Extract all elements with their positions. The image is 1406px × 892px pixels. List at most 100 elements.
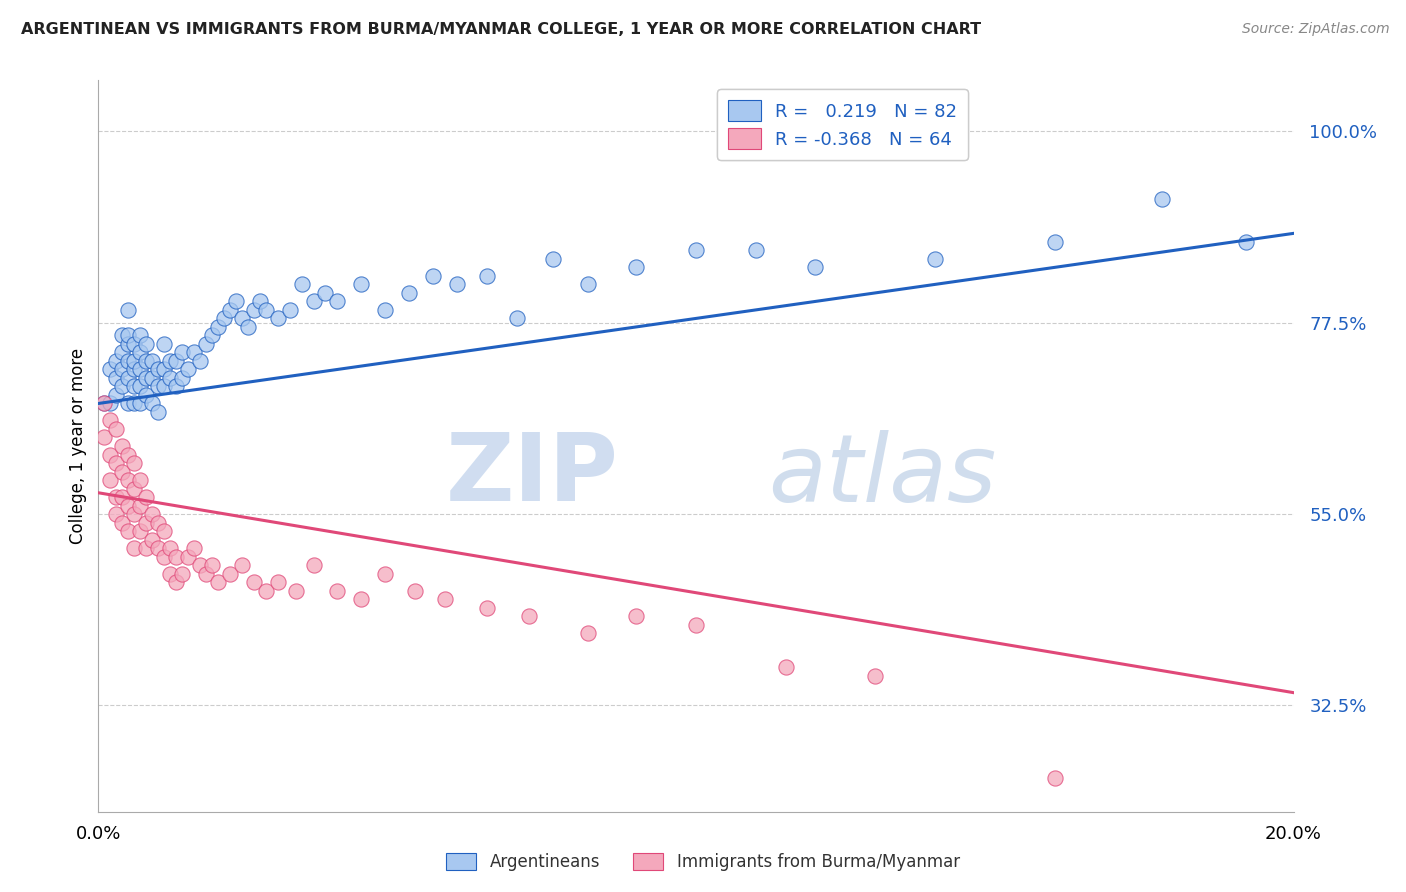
Point [105, 507, 128, 521]
Point [172, 345, 194, 359]
Point [243, 302, 266, 317]
Point [124, 507, 146, 521]
Point [159, 354, 181, 368]
Point [177, 362, 200, 376]
Point [254, 583, 277, 598]
Point [207, 320, 229, 334]
Point [1043, 771, 1066, 785]
Text: atlas: atlas [768, 430, 995, 521]
Point [93, 430, 115, 444]
Point [153, 337, 176, 351]
Point [315, 285, 337, 300]
Legend: R =   0.219   N = 82, R = -0.368   N = 64: R = 0.219 N = 82, R = -0.368 N = 64 [717, 89, 967, 160]
Point [124, 396, 146, 410]
Point [374, 302, 396, 317]
Point [578, 277, 600, 292]
Point [153, 379, 176, 393]
Point [117, 328, 139, 343]
Point [172, 566, 194, 581]
Point [219, 566, 242, 581]
Point [105, 371, 128, 385]
Point [326, 583, 349, 598]
Point [159, 371, 181, 385]
Point [188, 558, 211, 572]
Point [117, 371, 139, 385]
Point [129, 362, 152, 376]
Point [111, 439, 134, 453]
Point [326, 294, 349, 309]
Point [1043, 235, 1066, 249]
Point [135, 490, 157, 504]
Point [231, 558, 253, 572]
Point [1152, 192, 1174, 206]
Point [141, 396, 163, 410]
Point [153, 362, 176, 376]
Point [1234, 235, 1257, 249]
Point [302, 558, 325, 572]
Point [475, 268, 498, 283]
Point [98, 362, 122, 376]
Point [124, 379, 146, 393]
Point [129, 473, 152, 487]
Point [254, 302, 277, 317]
Point [626, 609, 648, 624]
Point [111, 379, 134, 393]
Point [236, 320, 259, 334]
Point [775, 660, 797, 674]
Point [153, 524, 176, 538]
Point [159, 541, 181, 555]
Point [434, 592, 457, 607]
Point [98, 413, 122, 427]
Point [212, 311, 235, 326]
Point [111, 465, 134, 479]
Point [422, 268, 444, 283]
Point [135, 541, 157, 555]
Point [117, 448, 139, 462]
Point [117, 302, 139, 317]
Point [141, 371, 163, 385]
Point [105, 422, 128, 436]
Text: ARGENTINEAN VS IMMIGRANTS FROM BURMA/MYANMAR COLLEGE, 1 YEAR OR MORE CORRELATION: ARGENTINEAN VS IMMIGRANTS FROM BURMA/MYA… [21, 22, 981, 37]
Point [141, 533, 163, 547]
Point [350, 277, 373, 292]
Point [129, 328, 152, 343]
Point [129, 345, 152, 359]
Point [98, 473, 122, 487]
Point [249, 294, 271, 309]
Point [291, 277, 314, 292]
Point [195, 337, 218, 351]
Point [201, 558, 224, 572]
Point [117, 354, 139, 368]
Point [148, 405, 170, 419]
Point [117, 337, 139, 351]
Point [111, 345, 134, 359]
Point [626, 260, 648, 275]
Point [284, 583, 307, 598]
Point [475, 600, 498, 615]
Point [124, 541, 146, 555]
Point [117, 499, 139, 513]
Point [148, 379, 170, 393]
Point [745, 244, 768, 258]
Point [135, 354, 157, 368]
Point [446, 277, 468, 292]
Point [188, 354, 211, 368]
Point [117, 524, 139, 538]
Point [135, 371, 157, 385]
Point [141, 507, 163, 521]
Point [207, 575, 229, 590]
Point [105, 490, 128, 504]
Legend: Argentineans, Immigrants from Burma/Myanmar: Argentineans, Immigrants from Burma/Myan… [437, 845, 969, 880]
Point [225, 294, 247, 309]
Point [267, 575, 290, 590]
Point [124, 482, 146, 496]
Point [165, 549, 187, 564]
Point [148, 541, 170, 555]
Point [183, 541, 205, 555]
Point [129, 379, 152, 393]
Point [129, 499, 152, 513]
Point [165, 575, 187, 590]
Y-axis label: College, 1 year or more: College, 1 year or more [69, 348, 87, 544]
Point [302, 294, 325, 309]
Point [124, 362, 146, 376]
